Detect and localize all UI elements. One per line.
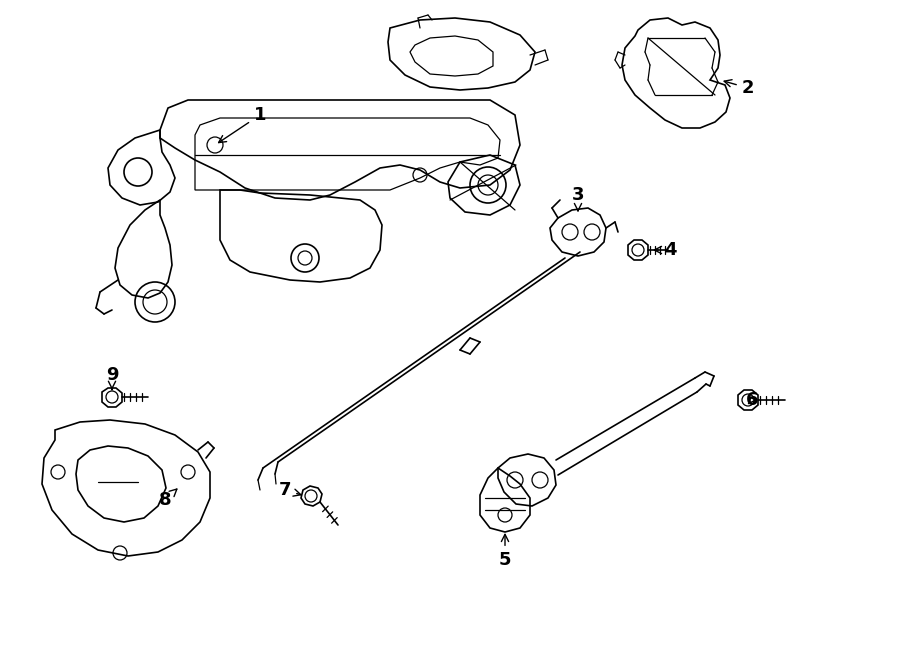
Text: 6: 6 [746,391,758,409]
Text: 1: 1 [219,106,266,143]
Text: 4: 4 [654,241,676,259]
Text: 7: 7 [279,481,301,499]
Text: 8: 8 [158,489,177,509]
Text: 5: 5 [499,534,511,569]
Text: 9: 9 [106,366,118,389]
Text: 3: 3 [572,186,584,211]
Text: 2: 2 [724,79,754,97]
